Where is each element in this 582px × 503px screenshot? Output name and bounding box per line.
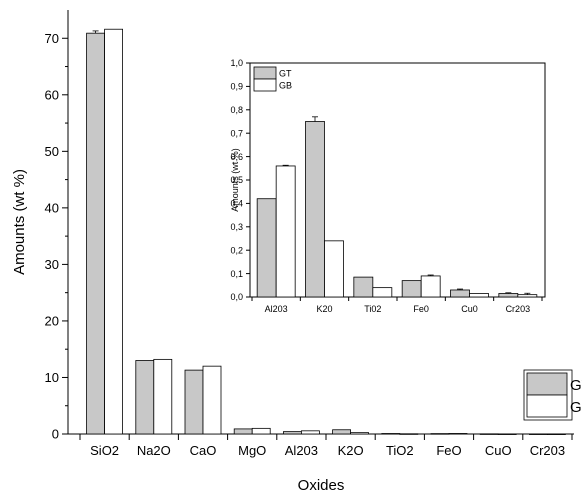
bar-gb — [448, 433, 468, 435]
bar-gt — [430, 433, 450, 435]
y-tick-label: 0,8 — [230, 105, 243, 115]
x-tick-label: Fe0 — [413, 304, 429, 314]
x-tick-label: Cr203 — [506, 304, 531, 314]
y-tick-label: 40 — [45, 200, 59, 215]
bar-gt — [353, 276, 374, 298]
bar-gb — [251, 427, 271, 435]
y-tick-label: 50 — [45, 144, 59, 159]
bar-gb — [469, 293, 489, 298]
plot-frame — [249, 62, 546, 298]
x-tick-label: Na2O — [137, 443, 171, 458]
bar-gb — [547, 433, 566, 435]
x-tick-label: K20 — [316, 304, 332, 314]
y-tick-label: 0,5 — [230, 175, 243, 185]
y-axis-title: Amounts (wt %) — [11, 169, 28, 275]
y-tick-label: 10 — [45, 370, 59, 385]
bar-gt — [305, 121, 325, 298]
x-tick-label: Cr203 — [530, 443, 565, 458]
legend-swatch-gt — [253, 66, 277, 80]
bar-gt — [282, 431, 302, 435]
bar-gb — [497, 433, 517, 435]
x-tick-label: Ti02 — [364, 304, 381, 314]
y-tick-label: 0,0 — [230, 292, 243, 302]
bar-gt — [401, 280, 422, 298]
bar-gb — [104, 28, 123, 435]
bar-gb — [399, 433, 419, 435]
legend-label-gt: GT — [570, 377, 582, 394]
bar-gt — [135, 360, 155, 435]
y-tick-label: 20 — [45, 313, 59, 328]
legend-box — [523, 369, 573, 421]
legend-label-gt: GT — [279, 68, 292, 78]
legend-swatch-gb — [526, 394, 568, 418]
bar-gb — [275, 165, 296, 298]
legend-label-gb: GB — [279, 80, 292, 90]
x-tick-label: CuO — [485, 443, 512, 458]
y-tick-label: 0,3 — [230, 222, 243, 232]
bar-gt — [233, 428, 253, 435]
y-tick-label: 70 — [45, 31, 59, 46]
y-tick-label: 60 — [45, 87, 59, 102]
bar-gt — [256, 198, 277, 298]
y-tick-label: 1,0 — [230, 58, 243, 68]
x-tick-label: Cu0 — [461, 304, 478, 314]
x-tick-label: CaO — [190, 443, 217, 458]
bar-gt — [381, 433, 401, 435]
y-tick-label: 0,6 — [230, 152, 243, 162]
bar-gb — [372, 287, 393, 298]
inset-chart: 0,0 0,1 0,2 0,3 0,4 0,5 0,6 0,7 0,8 0,9 1,0 Al203 K2… — [230, 58, 546, 314]
bar-gt — [498, 293, 519, 298]
legend-swatch-gt — [526, 372, 568, 396]
x-tick-label: FeO — [436, 443, 461, 458]
bar-gb — [517, 294, 538, 298]
x-tick-label: TiO2 — [386, 443, 414, 458]
bar-gb — [202, 365, 222, 435]
bar-gt — [450, 289, 470, 298]
y-tick-label: 0,4 — [230, 199, 243, 209]
bar-gb — [420, 275, 441, 298]
legend-swatch-gb — [253, 78, 277, 92]
y-axis-title: Amounts (wt %) — [230, 148, 240, 212]
bar-gt — [86, 32, 105, 435]
y-tick-label: 0,7 — [230, 128, 243, 138]
bar-gb — [324, 240, 344, 298]
y-tick-label: 0,1 — [230, 269, 243, 279]
legend-label-gb: GB — [570, 399, 582, 416]
bar-gb — [153, 358, 173, 435]
y-tick-label: 0 — [52, 427, 59, 442]
x-axis-title: Oxides — [298, 477, 345, 494]
x-tick-label: MgO — [238, 443, 266, 458]
x-tick-label: SiO2 — [90, 443, 119, 458]
main-chart: 0 10 20 30 40 50 60 70 SiO2 Na2O CaO MgO Al203 K2O TiO… — [11, 10, 582, 494]
bar-gb — [300, 430, 320, 435]
y-tick-label: 0,2 — [230, 245, 243, 255]
bar-gt — [332, 429, 352, 435]
bar-gt — [184, 369, 204, 435]
bar-gt — [529, 433, 548, 435]
x-tick-label: K2O — [338, 443, 364, 458]
bar-gb — [350, 432, 370, 435]
y-tick-label: 30 — [45, 257, 59, 272]
x-tick-label: Al203 — [285, 443, 318, 458]
y-tick-label: 0,9 — [230, 82, 243, 92]
x-tick-label: Al203 — [265, 304, 288, 314]
bar-gt — [479, 433, 499, 435]
